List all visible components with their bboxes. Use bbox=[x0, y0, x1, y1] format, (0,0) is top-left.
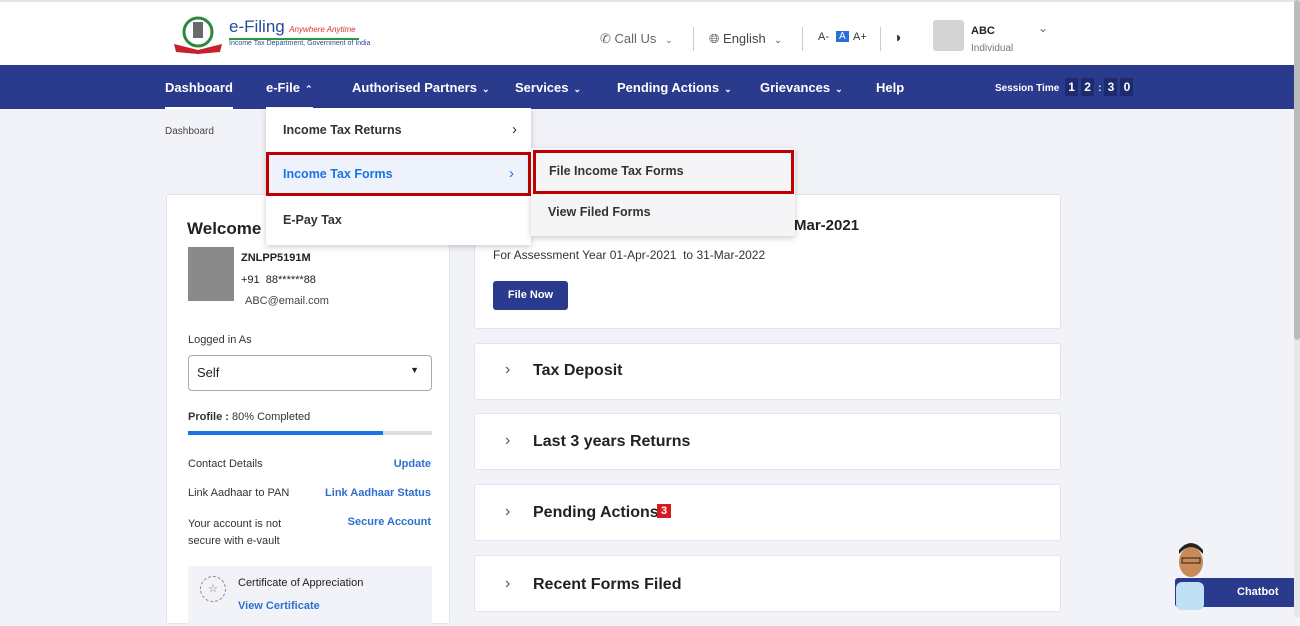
main-nav: Dashboard e-File ⌃ Authorised Partners ⌄ S… bbox=[0, 65, 1300, 109]
menu-item-e-pay-tax[interactable]: E-Pay Tax bbox=[283, 213, 342, 227]
aadhaar-label: Link Aadhaar to PAN bbox=[188, 487, 290, 499]
nav-dashboard[interactable]: Dashboard bbox=[165, 80, 233, 109]
accordion-last-3-years-returns[interactable]: › Last 3 years Returns bbox=[474, 413, 1061, 470]
accordion-pending-actions[interactable]: › Pending Actions 3 bbox=[474, 484, 1061, 541]
profile-progress-bar bbox=[188, 431, 432, 435]
chevron-right-icon: › bbox=[505, 432, 511, 449]
logged-in-select[interactable]: Self ▼ bbox=[188, 355, 432, 391]
top-header: e-Filing Anywhere Anytime Income Tax Dep… bbox=[0, 0, 1300, 65]
contrast-toggle-icon[interactable]: ◑ bbox=[893, 29, 902, 45]
update-link[interactable]: Update bbox=[393, 458, 431, 470]
dropdown-arrow-icon: ▼ bbox=[410, 365, 419, 375]
view-certificate-link[interactable]: View Certificate bbox=[238, 600, 320, 612]
phone-number: +91 88******88 bbox=[241, 274, 316, 286]
vault-label: Your account is not secure with e-vault bbox=[188, 518, 282, 547]
user-name: ABC bbox=[971, 25, 995, 37]
profile-card: Welcome B ZNLPP5191M +91 88******88 ABC@… bbox=[166, 194, 450, 626]
menu-item-income-tax-returns[interactable]: Income Tax Returns › bbox=[266, 108, 531, 152]
increase-font-button[interactable]: A+ bbox=[853, 31, 867, 43]
logged-in-label: Logged in As bbox=[188, 334, 252, 346]
globe-icon: 🌐︎ bbox=[709, 31, 720, 46]
profile-progress-label: Profile : 80% Completed bbox=[188, 411, 311, 423]
call-us-dropdown[interactable]: ✆ Call Us ⌄ bbox=[600, 31, 673, 46]
language-dropdown[interactable]: 🌐︎ English ⌄ bbox=[709, 31, 782, 46]
certificate-label: Certificate of Appreciation bbox=[238, 577, 364, 589]
chatbot-avatar-icon[interactable] bbox=[1170, 540, 1212, 610]
certificate-box: ☆ Certificate of Appreciation View Certi… bbox=[188, 566, 432, 626]
nav-services[interactable]: Services ⌄ bbox=[515, 80, 582, 95]
breadcrumb[interactable]: Dashboard bbox=[165, 126, 214, 137]
user-type: Individual bbox=[971, 43, 1014, 54]
filing-card-heading: Mar-2021 bbox=[794, 217, 860, 234]
nav-authorised-partners[interactable]: Authorised Partners ⌄ bbox=[352, 80, 490, 95]
assessment-year-text: For Assessment Year 01-Apr-2021 to 31-Ma… bbox=[493, 248, 766, 262]
avatar[interactable] bbox=[933, 20, 964, 51]
nav-pending-actions[interactable]: Pending Actions ⌄ bbox=[617, 80, 732, 95]
divider bbox=[693, 27, 694, 51]
accordion-tax-deposit[interactable]: › Tax Deposit bbox=[474, 343, 1061, 400]
nav-grievances[interactable]: Grievances ⌄ bbox=[760, 80, 843, 95]
profile-photo bbox=[188, 247, 234, 301]
accordion-recent-forms-filed[interactable]: › Recent Forms Filed bbox=[474, 555, 1061, 612]
income-tax-forms-submenu: File Income Tax Forms View Filed Forms bbox=[531, 148, 795, 236]
email: ABC@email.com bbox=[245, 295, 329, 307]
nav-efile[interactable]: e-File ⌃ bbox=[266, 80, 313, 109]
divider bbox=[880, 27, 881, 51]
scrollbar[interactable] bbox=[1294, 0, 1300, 617]
menu-item-income-tax-forms[interactable]: Income Tax Forms › bbox=[266, 152, 531, 196]
file-now-button[interactable]: File Now bbox=[493, 281, 568, 310]
chevron-right-icon: › bbox=[505, 361, 511, 378]
chevron-right-icon: › bbox=[512, 121, 517, 138]
link-aadhaar-status-link[interactable]: Link Aadhaar Status bbox=[325, 487, 431, 499]
chevron-right-icon: › bbox=[505, 575, 511, 592]
decrease-font-button[interactable]: A- bbox=[818, 31, 829, 43]
menu-item-file-income-tax-forms[interactable]: File Income Tax Forms bbox=[533, 150, 794, 194]
welcome-heading: Welcome B bbox=[187, 219, 279, 238]
contact-details-label: Contact Details bbox=[188, 458, 263, 470]
emblem-logo bbox=[172, 14, 224, 54]
pending-count-badge: 3 bbox=[657, 504, 672, 518]
profile-menu-chevron-icon[interactable]: ⌄ bbox=[1038, 21, 1049, 35]
logo-title[interactable]: e-Filing Anywhere Anytime Income Tax Dep… bbox=[229, 17, 371, 47]
chevron-right-icon: › bbox=[505, 503, 511, 520]
chevron-right-icon: › bbox=[509, 165, 514, 182]
divider bbox=[802, 27, 803, 51]
secure-account-link[interactable]: Secure Account bbox=[347, 516, 431, 528]
nav-help[interactable]: Help bbox=[876, 80, 905, 95]
phone-icon: ✆ bbox=[600, 31, 611, 46]
pan-number: ZNLPP5191M bbox=[241, 252, 311, 264]
efile-dropdown-menu: Income Tax Returns › Income Tax Forms › E-… bbox=[266, 108, 531, 245]
menu-item-view-filed-forms[interactable]: View Filed Forms bbox=[548, 205, 651, 219]
normal-font-button[interactable]: A bbox=[836, 31, 849, 42]
award-icon: ☆ bbox=[200, 576, 226, 602]
